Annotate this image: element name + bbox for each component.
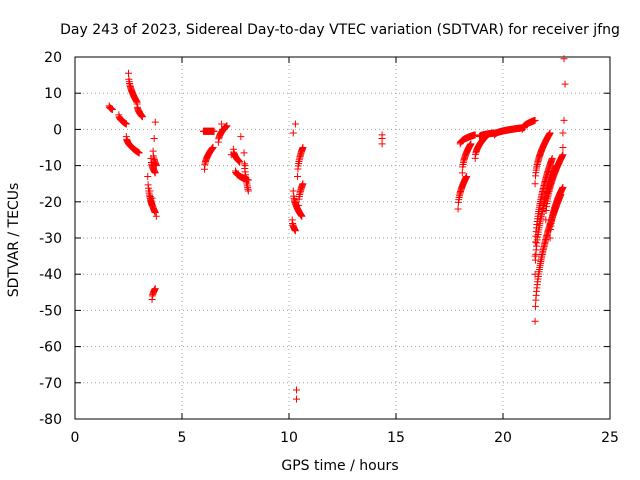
- data-point: [150, 134, 158, 142]
- data-point: [560, 55, 568, 63]
- x-tick-label: 5: [178, 430, 187, 446]
- y-tick-label: -40: [39, 267, 62, 283]
- data-point: [135, 107, 143, 115]
- x-tick-label: 15: [387, 430, 405, 446]
- x-tick-label: 0: [71, 430, 80, 446]
- data-point: [291, 227, 299, 235]
- data-point: [151, 118, 159, 126]
- y-tick-label: -50: [39, 303, 62, 319]
- data-point: [546, 234, 554, 242]
- data-point: [241, 162, 249, 170]
- y-tick-label: -60: [39, 340, 62, 356]
- grid: [75, 57, 610, 419]
- y-tick-label: -20: [39, 195, 62, 211]
- x-axis-label: GPS time / hours: [281, 458, 398, 474]
- x-tick-label: 25: [601, 430, 619, 446]
- data-point: [548, 154, 556, 162]
- data-point: [378, 140, 386, 148]
- data-point: [542, 216, 550, 224]
- data-points: [105, 55, 569, 403]
- data-point: [292, 395, 300, 403]
- data-point: [560, 116, 568, 124]
- data-point: [151, 169, 159, 177]
- data-point: [294, 172, 302, 180]
- data-point: [223, 122, 231, 130]
- data-point: [152, 162, 160, 170]
- data-point: [240, 149, 248, 157]
- data-point: [559, 183, 567, 191]
- data-point: [125, 69, 132, 77]
- data-point: [295, 201, 303, 209]
- data-point: [138, 113, 146, 121]
- data-point: [559, 129, 567, 137]
- data-point: [561, 80, 569, 88]
- data-point: [531, 302, 539, 310]
- y-tick-label: -70: [39, 376, 62, 392]
- data-point: [148, 194, 156, 202]
- data-point: [236, 158, 244, 166]
- data-point: [463, 172, 471, 180]
- data-point: [467, 140, 475, 148]
- y-tick-label: -80: [39, 412, 62, 428]
- data-point: [292, 386, 300, 394]
- data-point: [454, 205, 462, 213]
- y-tick-label: -30: [39, 231, 62, 247]
- data-point: [218, 120, 226, 128]
- x-tick-label: 20: [494, 430, 512, 446]
- data-point: [122, 120, 130, 128]
- data-point: [209, 144, 217, 151]
- data-point: [299, 144, 307, 151]
- data-point: [151, 285, 159, 293]
- data-point: [546, 129, 554, 137]
- data-point: [531, 180, 539, 188]
- x-tick-label: 10: [280, 430, 298, 446]
- data-point: [237, 133, 245, 141]
- data-point: [210, 127, 218, 135]
- data-point: [219, 125, 227, 133]
- y-tick-label: 0: [53, 122, 62, 138]
- data-point: [531, 116, 539, 124]
- data-point: [289, 129, 297, 137]
- data-point: [458, 169, 466, 177]
- data-point: [135, 149, 143, 157]
- data-point: [531, 317, 539, 325]
- y-tick-label: 10: [44, 86, 62, 102]
- data-point: [151, 209, 159, 217]
- chart-title: Day 243 of 2023, Sidereal Day-to-day VTE…: [60, 22, 620, 38]
- data-point: [559, 151, 567, 159]
- data-point: [471, 131, 479, 139]
- y-axis-label: SDTVAR / TECUs: [6, 183, 22, 298]
- y-tick-label: 20: [44, 50, 62, 66]
- data-point: [298, 212, 306, 220]
- data-point: [244, 187, 252, 195]
- data-point: [152, 212, 160, 220]
- data-point: [227, 151, 235, 159]
- data-point: [559, 144, 567, 151]
- data-point: [291, 120, 299, 128]
- data-point: [299, 180, 307, 188]
- data-point: [108, 105, 116, 113]
- axis-ticks: 0 5 10 15 20 25 20 10 0 -10 -20 -30 -40 -50 -60 -70 -80: [39, 50, 619, 446]
- y-tick-label: -10: [39, 159, 62, 175]
- data-point: [144, 172, 152, 180]
